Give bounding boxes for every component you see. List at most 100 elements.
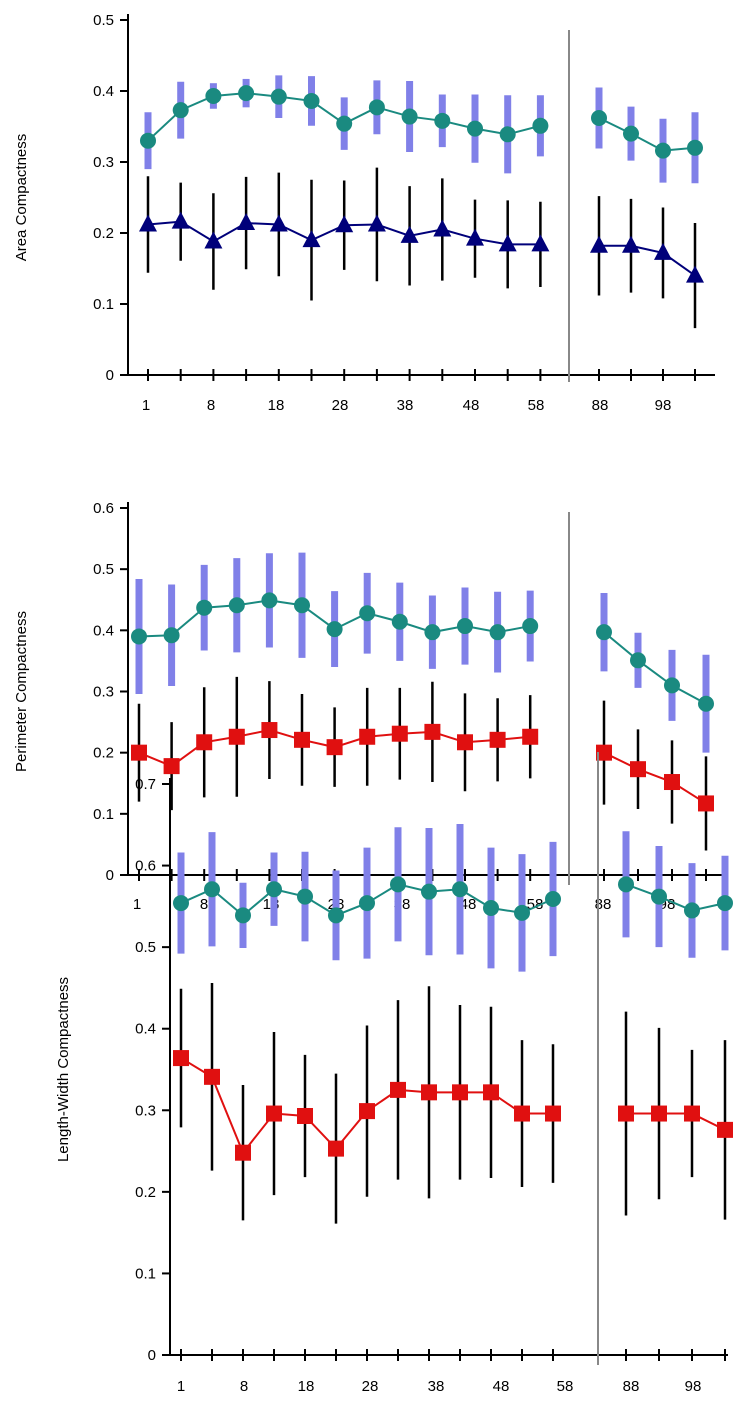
data-point-triangle	[400, 225, 419, 243]
data-point-square	[359, 1103, 375, 1120]
data-point-triangle	[498, 234, 517, 252]
data-point-circle	[131, 628, 147, 645]
y-tick-label: 0.3	[93, 684, 114, 701]
data-point-circle	[391, 613, 408, 630]
x-tick-label: 48	[460, 896, 477, 913]
x-tick-label: 18	[298, 1378, 315, 1395]
data-point-triangle	[171, 211, 190, 229]
x-tick-label: 58	[528, 397, 545, 414]
data-point-circle	[140, 132, 156, 149]
data-point-triangle	[269, 214, 288, 232]
data-point-square	[228, 728, 245, 745]
series-line	[599, 244, 696, 277]
data-point-circle	[434, 112, 451, 129]
data-point-square	[457, 734, 473, 751]
data-point-circle	[359, 895, 375, 912]
data-point-square	[651, 1105, 667, 1122]
data-point-square	[391, 725, 408, 742]
data-point-circle	[489, 624, 506, 641]
series-line	[626, 1112, 726, 1131]
x-tick-label: 38	[397, 397, 414, 414]
data-point-circle	[196, 599, 213, 616]
data-point-circle	[303, 92, 320, 109]
data-point-square	[618, 1105, 634, 1122]
data-point-square	[596, 744, 612, 761]
y-tick-label: 0.1	[93, 806, 114, 823]
y-tick-label: 0.4	[135, 1021, 156, 1038]
x-tick-label: 98	[685, 1378, 702, 1395]
x-tick-label: 48	[463, 397, 480, 414]
data-point-square	[235, 1144, 251, 1161]
y-axis-title: Length-Width Compactness	[55, 977, 72, 1162]
data-point-square	[261, 722, 278, 739]
y-tick-label: 0.4	[93, 83, 114, 100]
data-point-circle	[522, 618, 539, 635]
x-tick-label: 8	[200, 896, 208, 913]
data-point-square	[630, 761, 646, 778]
x-tick-label: 38	[428, 1378, 445, 1395]
data-point-circle	[294, 597, 310, 614]
data-point-square	[328, 1140, 344, 1157]
data-point-square	[294, 731, 310, 748]
data-point-circle	[266, 881, 282, 898]
data-point-circle	[368, 99, 385, 116]
series-line	[625, 883, 726, 912]
data-point-circle	[545, 891, 561, 908]
y-tick-label: 0.5	[135, 939, 156, 956]
y-tick-label: 0.5	[93, 561, 114, 578]
data-point-square	[684, 1105, 700, 1122]
data-point-square	[326, 739, 343, 756]
data-point-triangle	[466, 228, 484, 246]
y-tick-label: 0.1	[93, 296, 114, 313]
y-axis-title: Perimeter Compactness	[13, 611, 30, 772]
data-point-square	[424, 723, 441, 740]
data-point-triangle	[139, 214, 157, 232]
data-point-circle	[664, 677, 680, 694]
series-line	[598, 117, 696, 152]
data-point-circle	[172, 102, 189, 119]
y-tick-label: 0.2	[135, 1184, 156, 1201]
data-point-circle	[532, 117, 549, 134]
x-tick-label: 48	[493, 1378, 510, 1395]
data-point-circle	[457, 618, 473, 635]
data-point-square	[204, 1068, 220, 1085]
data-point-circle	[591, 109, 607, 126]
data-point-triangle	[302, 230, 321, 248]
data-point-triangle	[367, 214, 386, 232]
y-axis-title: Area Compactness	[13, 134, 30, 262]
data-point-circle	[228, 597, 245, 614]
data-point-circle	[163, 627, 180, 644]
data-point-triangle	[622, 235, 640, 253]
x-tick-label: 1	[133, 896, 141, 913]
data-point-circle	[270, 88, 287, 105]
data-point-triangle	[590, 235, 608, 253]
x-tick-label: 88	[623, 1378, 640, 1395]
data-point-square	[698, 795, 714, 812]
data-point-circle	[717, 895, 733, 912]
data-point-circle	[483, 899, 499, 916]
data-point-square	[522, 728, 539, 745]
data-point-circle	[596, 624, 612, 641]
data-point-circle	[687, 139, 703, 156]
y-tick-label: 0.7	[135, 776, 156, 793]
data-point-circle	[424, 624, 441, 641]
x-tick-label: 28	[332, 397, 349, 414]
data-point-circle	[328, 907, 344, 924]
y-tick-label: 0.2	[93, 225, 114, 242]
x-tick-label: 28	[362, 1378, 379, 1395]
data-point-circle	[336, 115, 353, 132]
data-point-circle	[452, 881, 468, 898]
x-tick-label: 8	[207, 397, 215, 414]
data-point-circle	[651, 888, 667, 905]
y-tick-label: 0.4	[93, 622, 114, 639]
data-point-circle	[390, 876, 406, 893]
chart-panel-3: 0 0.1 0.2 0.3 0.4 0.5 0.6 0.7 Length-Width Compa…	[55, 752, 733, 1395]
data-point-square	[545, 1105, 561, 1122]
data-point-square	[664, 774, 680, 791]
data-point-circle	[467, 120, 483, 137]
data-point-square	[452, 1084, 468, 1101]
y-tick-label: 0.2	[93, 745, 114, 762]
series-line	[603, 751, 707, 805]
